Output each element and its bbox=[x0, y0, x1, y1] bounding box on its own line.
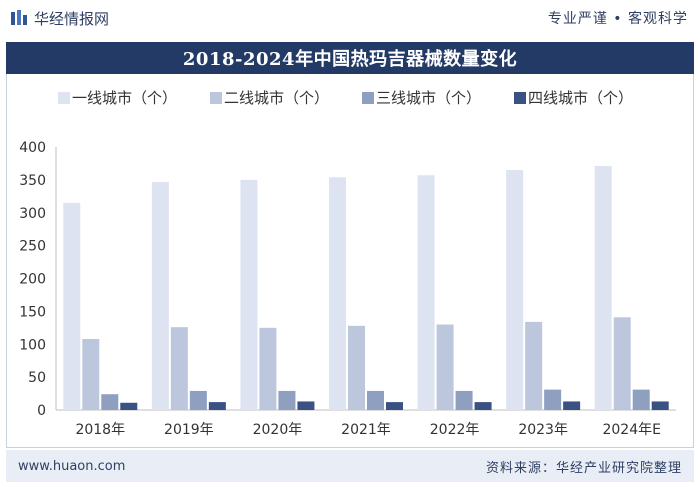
bar-3-5 bbox=[455, 390, 473, 410]
x-tick-label: 2018年 bbox=[75, 422, 125, 438]
x-tick-label: 2019年 bbox=[164, 422, 214, 438]
bar-3-7 bbox=[632, 389, 650, 410]
bar-1-2 bbox=[151, 181, 169, 410]
bar-1-5 bbox=[417, 175, 435, 410]
bar-chart: 一线城市（个） 二线城市（个） 三线城市（个） 四线城市（个） 0 50 100 150 200… bbox=[19, 89, 676, 438]
bar-3-4 bbox=[367, 390, 384, 410]
y-tick-label: 400 bbox=[19, 140, 46, 156]
y-tick-label: 200 bbox=[19, 272, 46, 288]
bar-3-2 bbox=[189, 390, 207, 410]
legend-label-4: 四线城市（个） bbox=[528, 89, 633, 107]
bar-1-6 bbox=[506, 170, 524, 410]
x-tick-label: 2022年 bbox=[430, 422, 480, 438]
bar-2-1 bbox=[82, 338, 100, 410]
bar-3-3 bbox=[278, 390, 296, 410]
bar-2-3 bbox=[259, 327, 277, 410]
bar-2-6 bbox=[525, 321, 543, 410]
slogan: 专业严谨 • 客观科学 bbox=[547, 11, 688, 27]
x-tick-label: 2024年E bbox=[602, 422, 660, 438]
legend-swatch-4 bbox=[514, 92, 526, 104]
bar-4-2 bbox=[208, 402, 226, 410]
bar-4-5 bbox=[474, 402, 492, 410]
footer-url[interactable]: www.huaon.com bbox=[18, 458, 126, 474]
x-tick-label: 2021年 bbox=[341, 422, 391, 438]
chart-frame bbox=[6, 74, 694, 448]
bar-4-1 bbox=[120, 402, 138, 410]
y-tick-label: 100 bbox=[19, 337, 46, 353]
bar-1-7 bbox=[594, 166, 612, 410]
bar-3-6 bbox=[544, 389, 562, 410]
top-header: 华经情报网 专业严谨 • 客观科学 bbox=[0, 0, 700, 36]
bar-3-1 bbox=[101, 394, 119, 410]
bar-2-4 bbox=[348, 325, 365, 410]
chart-title: 2018-2024年中国热玛吉器械数量变化 bbox=[6, 42, 694, 74]
y-tick-label: 250 bbox=[19, 239, 46, 255]
bar-4-6 bbox=[563, 401, 581, 410]
bar-4-4 bbox=[386, 402, 403, 410]
bar-1-3 bbox=[240, 179, 258, 410]
bar-2-2 bbox=[170, 327, 188, 410]
legend-label-3: 三线城市（个） bbox=[376, 89, 481, 107]
y-tick-label: 50 bbox=[28, 370, 46, 386]
y-tick-label: 300 bbox=[19, 206, 46, 222]
brand-name: 华经情报网 bbox=[34, 9, 110, 28]
brand-logo-icon bbox=[11, 10, 27, 25]
footer: www.huaon.com 资料来源：华经产业研究院整理 bbox=[6, 450, 694, 482]
legend-label-2: 二线城市（个） bbox=[224, 89, 329, 107]
x-tick-label: 2023年 bbox=[518, 422, 568, 438]
bar-1-4 bbox=[329, 177, 346, 410]
bar-2-7 bbox=[613, 317, 631, 410]
bar-4-3 bbox=[297, 401, 315, 410]
x-tick-label: 2020年 bbox=[253, 422, 303, 438]
brand: 华经情报网 bbox=[10, 8, 109, 29]
bar-2-5 bbox=[436, 324, 454, 410]
y-tick-label: 0 bbox=[37, 403, 46, 419]
y-tick-label: 150 bbox=[19, 304, 46, 320]
footer-source: 资料来源：华经产业研究院整理 bbox=[485, 460, 682, 476]
y-tick-label: 350 bbox=[19, 173, 46, 189]
bar-1-1 bbox=[63, 202, 81, 410]
legend-swatch-3 bbox=[362, 92, 374, 104]
legend-swatch-1 bbox=[58, 92, 70, 104]
legend-swatch-2 bbox=[210, 92, 222, 104]
legend-label-1: 一线城市（个） bbox=[72, 89, 177, 107]
bar-4-7 bbox=[651, 401, 669, 410]
